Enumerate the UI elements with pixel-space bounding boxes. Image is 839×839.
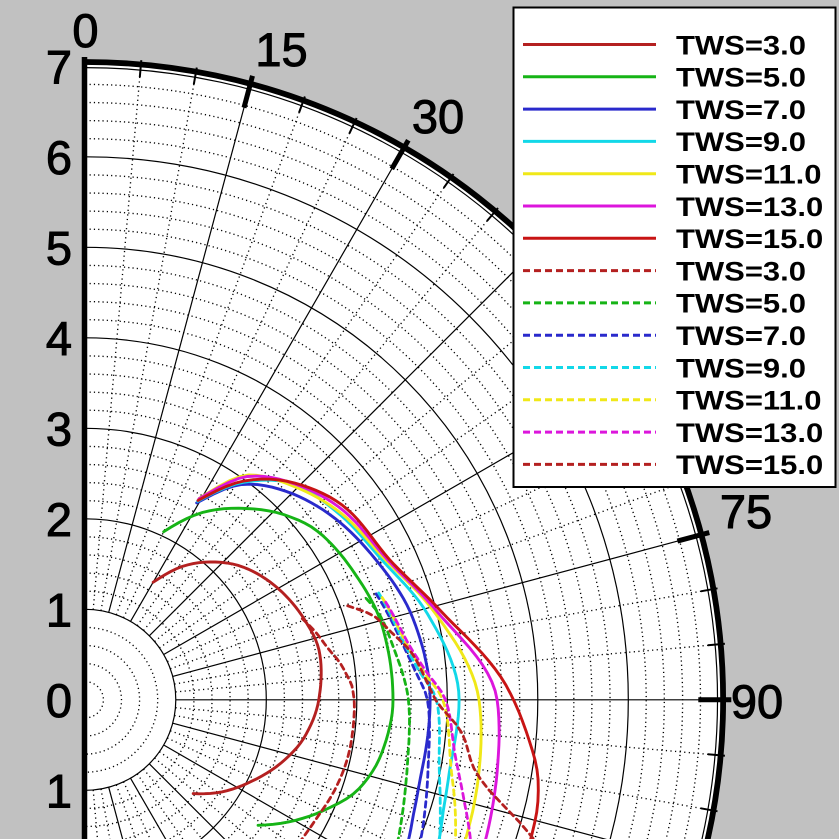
svg-text:0: 0 — [46, 674, 72, 727]
svg-text:TWS=3.0: TWS=3.0 — [676, 257, 806, 287]
svg-text:5: 5 — [46, 222, 72, 275]
svg-text:90: 90 — [731, 675, 783, 728]
svg-text:TWS=9.0: TWS=9.0 — [676, 354, 806, 384]
svg-text:7: 7 — [46, 41, 72, 94]
svg-text:3: 3 — [46, 403, 72, 456]
svg-text:TWS=3.0: TWS=3.0 — [676, 31, 806, 61]
svg-text:TWS=7.0: TWS=7.0 — [676, 96, 806, 126]
svg-text:1: 1 — [46, 765, 72, 818]
svg-text:1: 1 — [46, 584, 72, 637]
svg-text:TWS=13.0: TWS=13.0 — [676, 192, 823, 222]
svg-text:TWS=9.0: TWS=9.0 — [676, 128, 806, 158]
svg-text:TWS=15.0: TWS=15.0 — [676, 225, 823, 255]
svg-text:TWS=11.0: TWS=11.0 — [676, 160, 822, 190]
svg-text:6: 6 — [46, 131, 72, 184]
svg-text:0: 0 — [72, 4, 98, 57]
svg-text:TWS=13.0: TWS=13.0 — [676, 419, 823, 449]
svg-text:TWS=11.0: TWS=11.0 — [676, 386, 822, 416]
svg-text:TWS=5.0: TWS=5.0 — [676, 63, 806, 93]
svg-text:2: 2 — [46, 493, 72, 546]
svg-text:TWS=7.0: TWS=7.0 — [676, 322, 806, 352]
svg-text:75: 75 — [720, 485, 772, 538]
svg-text:TWS=15.0: TWS=15.0 — [676, 451, 823, 481]
svg-text:TWS=5.0: TWS=5.0 — [676, 289, 806, 319]
svg-text:30: 30 — [412, 90, 464, 143]
svg-text:15: 15 — [255, 23, 307, 76]
svg-text:4: 4 — [46, 312, 72, 365]
